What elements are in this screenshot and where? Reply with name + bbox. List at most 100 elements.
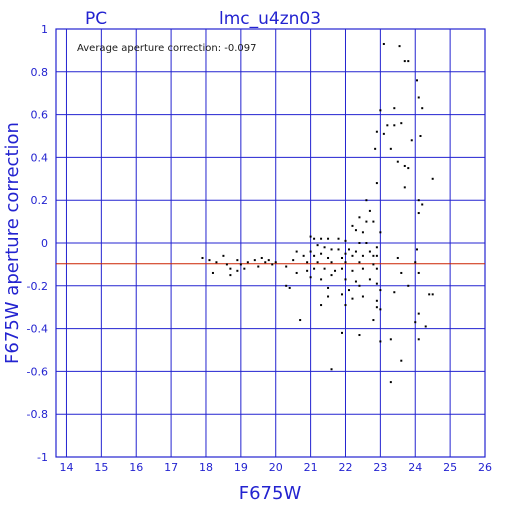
data-point (379, 109, 382, 112)
data-point (351, 269, 354, 272)
data-point (313, 267, 316, 270)
data-point (358, 261, 361, 264)
data-point (393, 291, 396, 294)
data-point (417, 312, 420, 315)
x-tick-label: 15 (94, 461, 108, 474)
data-point (372, 319, 375, 322)
data-point (347, 289, 350, 292)
data-point (316, 261, 319, 264)
data-point (302, 254, 305, 257)
x-tick-label: 17 (164, 461, 178, 474)
data-point (330, 248, 333, 251)
data-point (215, 261, 218, 264)
y-tick-label: -1 (37, 451, 48, 464)
data-point (229, 267, 232, 270)
data-point (431, 293, 434, 296)
data-point (417, 271, 420, 274)
data-point (375, 246, 378, 249)
data-point (361, 267, 364, 270)
y-tick-labels: -1 -0.8 -0.6 -0.4 -0.2 0 0.2 0.4 0.6 0.8 1 (27, 23, 48, 464)
data-point (421, 203, 424, 206)
data-point (396, 256, 399, 259)
data-point (309, 250, 312, 253)
title-left: PC (85, 9, 107, 29)
data-point (257, 265, 260, 268)
data-point (320, 278, 323, 281)
x-tick-label: 20 (269, 461, 283, 474)
data-point (379, 289, 382, 292)
data-point (341, 293, 343, 296)
data-point (337, 248, 340, 251)
data-point (358, 242, 361, 244)
data-point (201, 256, 204, 259)
data-point (288, 286, 291, 289)
x-tick-label: 23 (373, 461, 387, 474)
data-point (351, 224, 354, 227)
data-point (374, 147, 377, 150)
data-point (398, 45, 401, 48)
data-point (225, 263, 228, 266)
data-point (375, 267, 378, 270)
data-point (309, 276, 312, 279)
data-point (379, 308, 382, 311)
y-tick-label: -0.8 (27, 408, 48, 421)
data-point (407, 167, 410, 170)
data-point (208, 259, 211, 262)
x-tick-label: 22 (338, 461, 352, 474)
data-point (417, 199, 420, 202)
data-point (313, 237, 316, 240)
data-point (400, 359, 403, 362)
data-point (320, 304, 323, 307)
data-point (365, 199, 368, 202)
y-tick-label: 0.2 (31, 194, 49, 207)
x-tick-label: 24 (408, 461, 422, 474)
x-tick-label: 26 (478, 461, 492, 474)
data-point (330, 368, 333, 371)
x-axis-label: F675W (239, 483, 302, 504)
x-tick-label: 16 (129, 461, 143, 474)
data-point (415, 248, 418, 251)
x-tick-label: 25 (443, 461, 457, 474)
data-point (334, 269, 337, 272)
data-point (428, 293, 431, 296)
data-point (327, 237, 330, 240)
data-point (393, 124, 396, 127)
y-tick-label: 0.4 (31, 151, 49, 164)
data-point (320, 237, 323, 240)
data-point (285, 284, 288, 287)
data-point (330, 261, 333, 264)
data-point (354, 229, 357, 232)
data-point (351, 254, 354, 257)
data-point (375, 182, 378, 185)
data-point (358, 284, 361, 287)
x-tick-label: 21 (304, 461, 318, 474)
data-point (365, 220, 368, 223)
y-tick-label: 0.6 (31, 109, 49, 122)
y-tick-label: 0.8 (31, 66, 49, 79)
data-point (361, 295, 364, 298)
data-point (410, 139, 413, 142)
data-point (271, 263, 274, 266)
data-point (421, 107, 424, 110)
data-point (375, 299, 378, 302)
data-point (382, 42, 385, 45)
data-point (372, 254, 375, 257)
data-point (407, 60, 410, 63)
data-point (365, 242, 368, 244)
data-point (403, 164, 406, 167)
data-point (330, 274, 333, 277)
data-point (417, 212, 420, 215)
data-point (292, 259, 295, 262)
data-point (400, 122, 403, 125)
data-point (403, 186, 406, 189)
data-point (323, 267, 326, 270)
data-point (389, 147, 392, 150)
data-point (246, 261, 249, 264)
data-point (386, 124, 389, 127)
y-tick-label: -0.6 (27, 365, 48, 378)
y-tick-label: -0.2 (27, 280, 48, 293)
data-point (239, 263, 242, 266)
data-point (396, 160, 399, 163)
